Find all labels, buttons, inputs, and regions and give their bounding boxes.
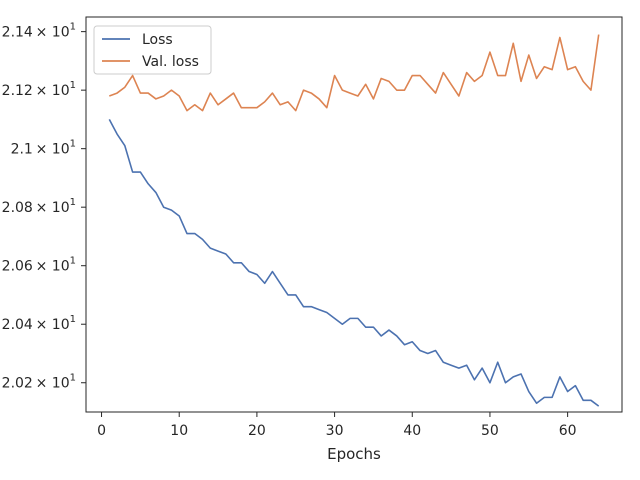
y-tick-base: 2.08 <box>2 200 33 216</box>
y-tick-times: × 10 <box>33 83 70 99</box>
legend-label: Loss <box>142 32 173 48</box>
y-tick-base: 2.02 <box>2 376 33 392</box>
y-tick-exponent: 1 <box>70 139 76 150</box>
y-tick-exponent: 1 <box>70 314 76 325</box>
y-tick-label: 2.12 × 101 <box>2 80 76 99</box>
legend-box <box>93 25 212 75</box>
y-tick-times: × 10 <box>33 142 70 158</box>
y-tick-exponent: 1 <box>70 22 76 33</box>
y-tick-label: 2.1 × 101 <box>11 139 76 158</box>
y-tick-times: × 10 <box>33 25 70 41</box>
y-tick-base: 2.04 <box>2 317 33 333</box>
plot-area <box>85 16 623 413</box>
x-tick-label: 60 <box>559 423 577 439</box>
plot-frame <box>85 16 623 413</box>
y-tick-label: 2.02 × 101 <box>2 373 76 392</box>
y-tick-base: 2.06 <box>2 259 33 275</box>
y-tick-times: × 10 <box>33 317 70 333</box>
y-tick-exponent: 1 <box>70 80 76 91</box>
y-tick-base: 2.1 <box>11 142 33 158</box>
y-tick-base: 2.14 <box>2 25 33 41</box>
y-tick-label: 2.06 × 101 <box>2 256 76 275</box>
x-tick-label: 50 <box>481 423 499 439</box>
y-tick-times: × 10 <box>33 376 70 392</box>
x-axis: 0 10 20 30 40 50 60 <box>97 412 577 439</box>
x-tick-label: 30 <box>326 423 344 439</box>
series-layer <box>108 34 600 407</box>
series-line-val-loss <box>109 34 600 112</box>
y-tick-label: 2.14 × 101 <box>2 22 76 41</box>
y-tick-exponent: 1 <box>70 373 76 384</box>
x-tick-label: 20 <box>248 423 266 439</box>
y-tick-times: × 10 <box>33 200 70 216</box>
legend: Loss Val. loss <box>93 25 212 75</box>
y-tick-label: 2.08 × 101 <box>2 197 76 216</box>
series-line-loss <box>108 119 600 407</box>
x-tick-label: 0 <box>97 423 106 439</box>
x-tick-label: 10 <box>170 423 188 439</box>
legend-label: Val. loss <box>142 54 199 70</box>
y-tick-exponent: 1 <box>70 197 76 208</box>
y-tick-times: × 10 <box>33 259 70 275</box>
y-tick-label: 2.04 × 101 <box>2 314 76 333</box>
x-tick-label: 40 <box>403 423 421 439</box>
x-axis-title: Epochs <box>327 445 381 463</box>
y-tick-exponent: 1 <box>70 256 76 267</box>
y-tick-base: 2.12 <box>2 83 33 99</box>
